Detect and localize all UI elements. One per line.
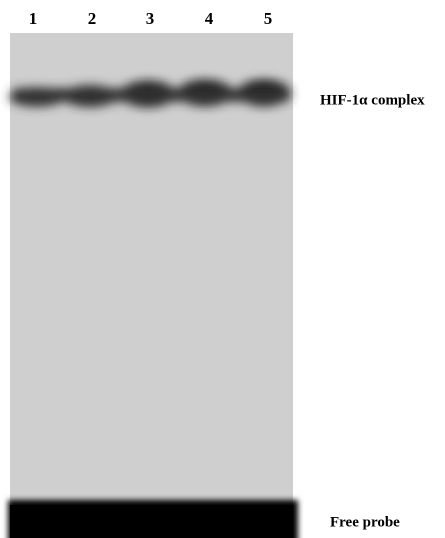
lane-label: 2 [88,9,97,28]
complex-label: HIF-1α complex [320,92,425,108]
gel [10,33,293,538]
lane-label: 3 [146,9,155,28]
lane-labels: 1 2 3 4 5 [29,9,273,28]
free-probe-label: Free probe [330,514,400,530]
gel-figure: 1 2 3 4 5 HIF-1α complex Free probe [0,0,445,538]
free-probe-core [10,505,293,538]
lane-label: 4 [205,9,214,28]
lane-label: 1 [29,9,38,28]
lane-label: 5 [264,9,273,28]
